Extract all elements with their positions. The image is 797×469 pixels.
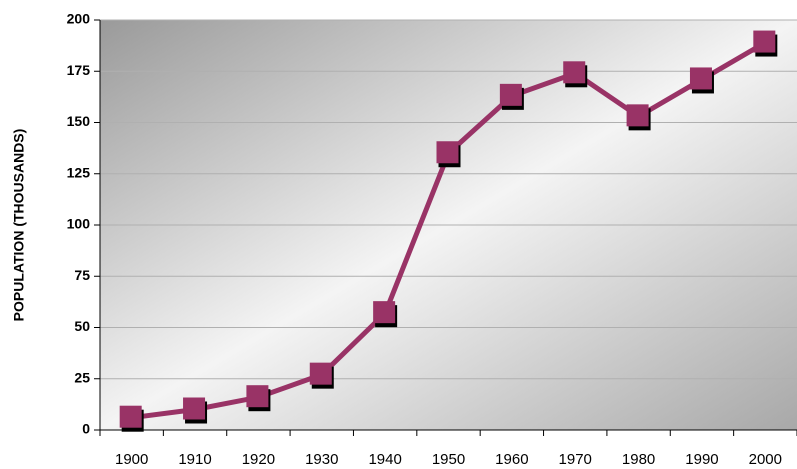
marker (119, 405, 142, 428)
x-tick-label: 1920 (242, 451, 275, 468)
y-tick-label: 125 (67, 164, 91, 180)
y-tick-label: 175 (67, 62, 91, 78)
x-tick-label: 1950 (432, 451, 465, 468)
y-tick-label: 150 (67, 113, 91, 129)
x-tick-label: 1970 (559, 451, 592, 468)
marker (499, 83, 522, 106)
x-tick-label: 1940 (368, 451, 401, 468)
y-tick-label: 0 (82, 421, 90, 437)
marker (246, 385, 269, 408)
marker (373, 301, 396, 324)
marker (436, 141, 459, 164)
marker (309, 362, 332, 385)
x-tick-label: 1900 (115, 451, 148, 468)
x-tick-label: 1980 (622, 451, 655, 468)
x-tick-label: 1990 (685, 451, 718, 468)
x-tick-label: 2000 (749, 451, 782, 468)
y-tick-label: 50 (74, 318, 90, 334)
y-tick-label: 200 (67, 11, 91, 27)
y-tick-label: 75 (74, 267, 90, 283)
marker (689, 67, 712, 90)
y-tick-label: 100 (67, 216, 91, 232)
x-tick-label: 1960 (495, 451, 528, 468)
marker (626, 104, 649, 127)
x-tick-label: 1910 (178, 451, 211, 468)
x-tick-label: 1930 (305, 451, 338, 468)
y-tick-label: 25 (74, 369, 90, 385)
y-axis-label: POPULATION (THOUSANDS) (11, 129, 27, 322)
marker (753, 30, 776, 53)
marker (183, 397, 206, 420)
marker (563, 61, 586, 84)
